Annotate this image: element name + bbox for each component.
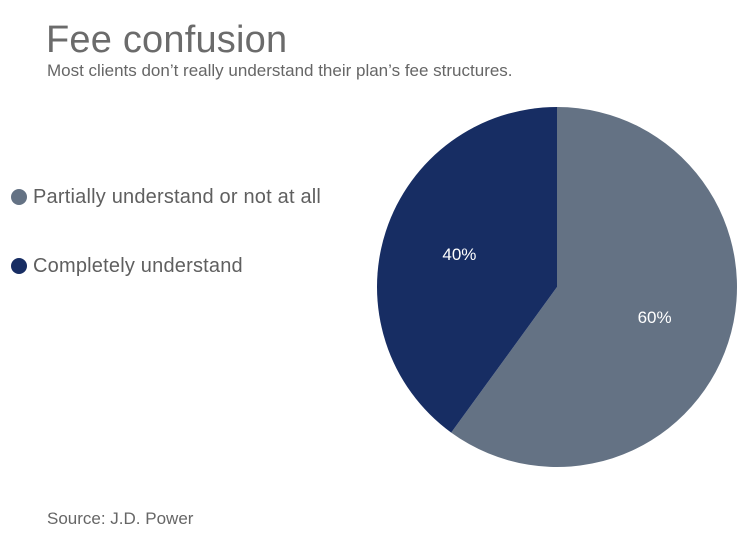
legend-label-partially-understand: Partially understand or not at all — [33, 185, 322, 208]
legend-swatch-completely-understand — [11, 258, 27, 274]
legend-item-completely-understand: Completely understand — [11, 252, 321, 280]
pie-labels: 60% 40% — [442, 245, 671, 327]
pie-slices — [377, 107, 738, 468]
legend-swatch-partially-understand — [11, 189, 27, 205]
legend-item-partially-understand: Partially understand or not at all — [11, 183, 321, 211]
pie-slice-1 — [377, 107, 557, 433]
legend-label-completely-understand: Completely understand — [33, 254, 243, 277]
pie-slice-label-1: 40% — [442, 245, 476, 264]
chart-subtitle: Most clients don’t really understand the… — [47, 61, 513, 80]
source-note: Source: J.D. Power — [47, 509, 194, 528]
pie-slice-0 — [451, 107, 738, 468]
chart-title: Fee confusion — [46, 19, 288, 61]
pie-slice-label-0: 60% — [638, 308, 672, 327]
legend: Partially understand or not at all Compl… — [11, 183, 321, 321]
